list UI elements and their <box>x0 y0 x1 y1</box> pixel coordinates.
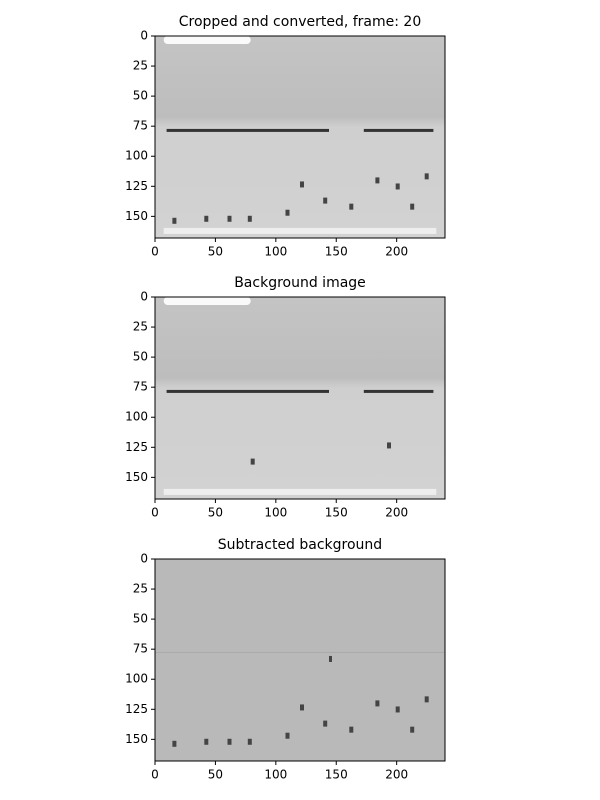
image-feature <box>363 128 434 132</box>
x-tick-label: 150 <box>325 506 348 520</box>
y-tick-label: 75 <box>133 119 148 133</box>
image-feature <box>247 738 252 745</box>
image <box>155 36 445 238</box>
x-tick-label: 200 <box>385 768 408 782</box>
y-tick-label: 150 <box>125 470 148 484</box>
x-tick-label: 100 <box>264 245 287 259</box>
image-feature <box>163 36 251 44</box>
y-tick-label: 0 <box>140 552 148 566</box>
image-feature <box>163 227 437 234</box>
image-feature <box>163 297 251 305</box>
image-feature <box>424 173 429 180</box>
image-feature <box>285 209 290 216</box>
y-tick-label: 50 <box>133 350 148 364</box>
y-tick-label: 125 <box>125 440 148 454</box>
image-feature <box>349 203 354 210</box>
y-tick-label: 0 <box>140 290 148 304</box>
y-tick-label: 25 <box>133 582 148 596</box>
image-feature <box>172 740 177 747</box>
y-tick-label: 50 <box>133 89 148 103</box>
image-feature <box>166 389 329 393</box>
axes-title: Cropped and converted, frame: 20 <box>179 14 421 30</box>
image-feature <box>300 704 304 711</box>
image-feature <box>323 197 328 204</box>
y-tick-label: 125 <box>125 179 148 193</box>
x-tick-label: 200 <box>385 245 408 259</box>
image-feature <box>349 726 354 733</box>
y-tick-label: 50 <box>133 612 148 626</box>
x-tick-label: 50 <box>208 506 223 520</box>
x-tick-label: 0 <box>151 506 159 520</box>
x-tick-label: 200 <box>385 506 408 520</box>
image-feature <box>363 389 434 393</box>
image-feature <box>204 738 209 745</box>
image-feature <box>424 696 429 703</box>
x-tick-label: 0 <box>151 245 159 259</box>
y-tick-label: 0 <box>140 29 148 43</box>
image-feature <box>163 488 437 495</box>
image-feature <box>247 215 252 222</box>
image-feature <box>227 215 232 222</box>
x-tick-label: 0 <box>151 768 159 782</box>
image-feature <box>285 732 290 739</box>
image <box>155 559 445 761</box>
image-feature <box>375 177 380 184</box>
axes-frame <box>154 296 446 500</box>
image-feature <box>323 720 328 727</box>
y-tick-label: 100 <box>125 672 148 686</box>
y-tick-label: 25 <box>133 59 148 73</box>
y-tick-label: 100 <box>125 410 148 424</box>
y-tick-label: 75 <box>133 380 148 394</box>
image-feature <box>410 726 415 733</box>
axes-frame <box>154 558 446 762</box>
x-tick-label: 50 <box>208 768 223 782</box>
axes-title: Background image <box>234 275 366 291</box>
y-tick-label: 25 <box>133 320 148 334</box>
image-feature <box>300 181 304 188</box>
y-tick-label: 100 <box>125 149 148 163</box>
image-feature <box>410 203 415 210</box>
axes-title: Subtracted background <box>218 537 382 553</box>
image <box>155 297 445 499</box>
x-tick-label: 150 <box>325 245 348 259</box>
image-feature <box>395 706 400 713</box>
image-feature <box>250 458 255 465</box>
x-tick-label: 100 <box>264 768 287 782</box>
y-tick-label: 150 <box>125 732 148 746</box>
image-feature <box>329 655 332 662</box>
image-feature <box>395 183 400 190</box>
image-feature <box>166 128 329 132</box>
image-feature <box>387 442 391 449</box>
image-feature <box>172 217 177 224</box>
x-tick-label: 50 <box>208 245 223 259</box>
y-tick-label: 75 <box>133 642 148 656</box>
y-tick-label: 150 <box>125 209 148 223</box>
image-feature <box>155 651 445 653</box>
image-feature <box>227 738 232 745</box>
y-tick-label: 125 <box>125 702 148 716</box>
x-tick-label: 150 <box>325 768 348 782</box>
axes-frame <box>154 35 446 239</box>
image-feature <box>375 700 380 707</box>
image-feature <box>204 215 209 222</box>
x-tick-label: 100 <box>264 506 287 520</box>
